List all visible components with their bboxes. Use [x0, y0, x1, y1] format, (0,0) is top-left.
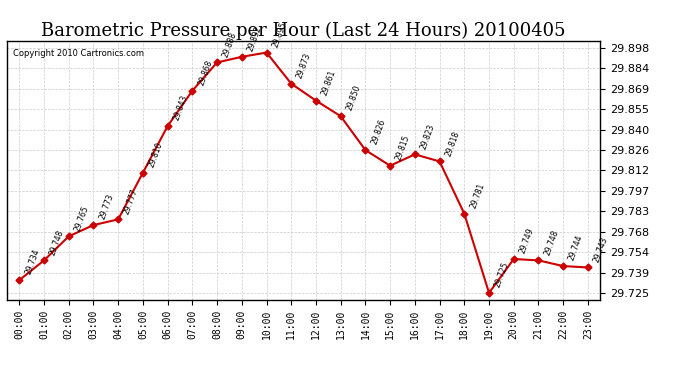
- Title: Barometric Pressure per Hour (Last 24 Hours) 20100405: Barometric Pressure per Hour (Last 24 Ho…: [41, 21, 566, 40]
- Text: 29.734: 29.734: [23, 248, 41, 276]
- Text: 29.777: 29.777: [122, 187, 140, 215]
- Text: 29.815: 29.815: [394, 134, 412, 162]
- Text: 29.826: 29.826: [370, 118, 387, 146]
- Text: 29.843: 29.843: [172, 94, 189, 122]
- Text: 29.823: 29.823: [419, 122, 437, 150]
- Text: 29.743: 29.743: [592, 235, 610, 263]
- Text: 29.850: 29.850: [345, 84, 362, 112]
- Text: 29.749: 29.749: [518, 227, 535, 255]
- Text: 29.781: 29.781: [469, 182, 486, 210]
- Text: 29.895: 29.895: [270, 20, 288, 48]
- Text: 29.868: 29.868: [197, 59, 214, 87]
- Text: 29.744: 29.744: [567, 234, 585, 262]
- Text: 29.892: 29.892: [246, 25, 264, 52]
- Text: 29.810: 29.810: [147, 141, 164, 169]
- Text: 29.748: 29.748: [542, 228, 560, 256]
- Text: 29.748: 29.748: [48, 228, 66, 256]
- Text: 29.873: 29.873: [295, 51, 313, 80]
- Text: Copyright 2010 Cartronics.com: Copyright 2010 Cartronics.com: [13, 49, 144, 58]
- Text: 29.765: 29.765: [73, 204, 90, 232]
- Text: 29.888: 29.888: [221, 30, 239, 58]
- Text: 29.861: 29.861: [320, 69, 337, 96]
- Text: 29.725: 29.725: [493, 261, 511, 289]
- Text: 29.818: 29.818: [444, 129, 461, 157]
- Text: 29.773: 29.773: [97, 193, 115, 221]
